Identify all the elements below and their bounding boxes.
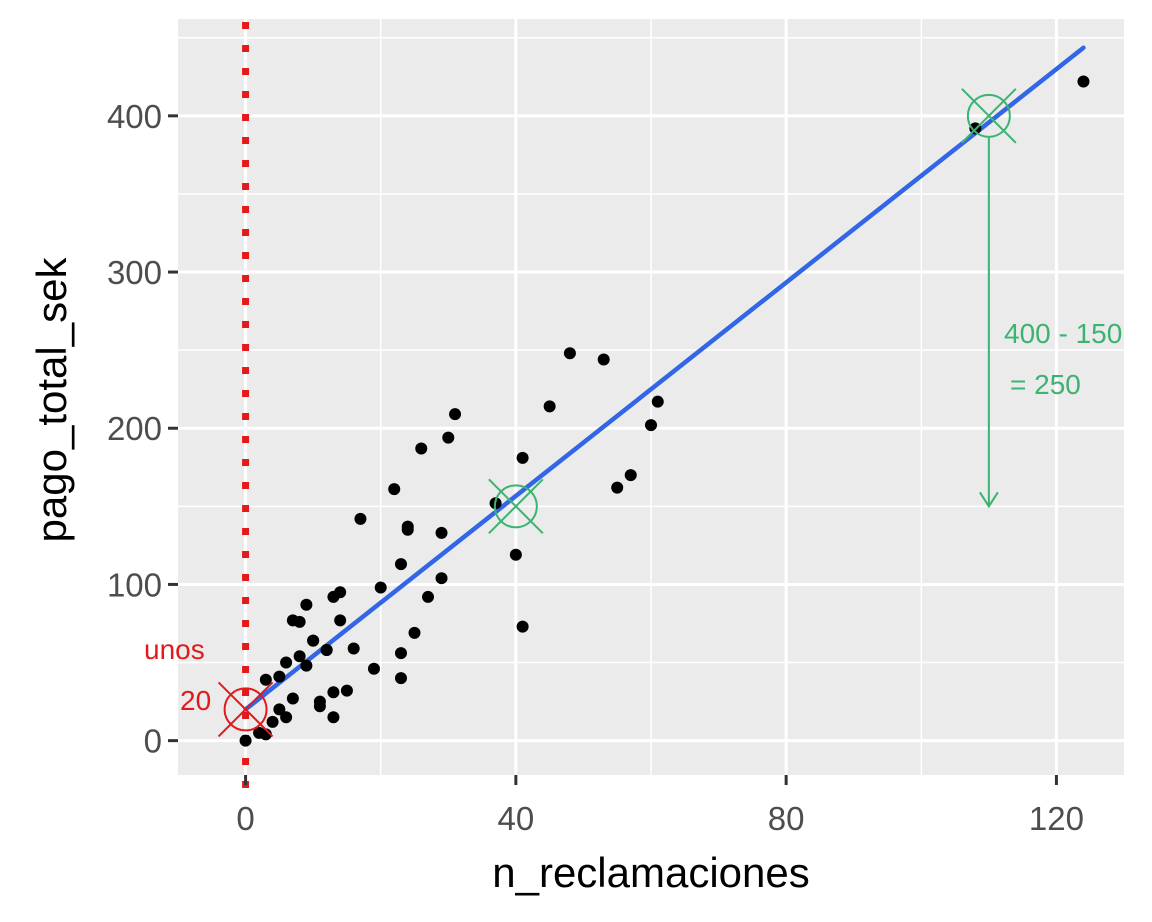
data-point — [273, 670, 286, 683]
marker-circle — [493, 484, 538, 529]
green-annotation-line1: 400 - 150 — [1004, 318, 1122, 349]
data-point — [340, 684, 353, 697]
data-point — [401, 520, 414, 533]
data-point — [442, 431, 455, 444]
data-point — [307, 634, 320, 647]
marker-cross-line — [961, 88, 1017, 144]
y-axis-ticks: 0 100 200 300 400 — [107, 98, 178, 760]
data-point — [597, 353, 610, 366]
y-tick-label: 300 — [107, 254, 162, 291]
data-point — [651, 395, 664, 408]
data-point — [422, 590, 435, 603]
red-annotation-line1: unos — [144, 634, 205, 665]
data-point — [509, 548, 522, 561]
data-point — [354, 512, 367, 525]
x-tick-label: 40 — [497, 800, 534, 837]
regression-line-group — [243, 45, 1086, 712]
data-point — [327, 686, 340, 699]
data-point — [394, 672, 407, 685]
data-point — [435, 572, 448, 585]
marker-circle — [966, 93, 1011, 138]
minor-gridlines — [178, 19, 1124, 775]
data-point — [516, 620, 529, 633]
data-point — [293, 650, 306, 663]
marker-circle — [223, 687, 268, 732]
data-point — [273, 703, 286, 716]
data-point — [516, 451, 529, 464]
data-point — [563, 347, 576, 360]
data-point — [239, 734, 252, 747]
data-point — [280, 656, 293, 669]
y-tick-label: 200 — [107, 410, 162, 447]
x-axis-title: n_reclamaciones — [492, 849, 810, 896]
data-point — [347, 642, 360, 655]
difference-arrow-group — [979, 137, 999, 509]
data-point — [367, 662, 380, 675]
marker-cross-line — [217, 681, 274, 738]
data-point — [334, 586, 347, 599]
x-tick-label: 0 — [236, 800, 254, 837]
data-point — [320, 644, 333, 657]
data-point — [543, 400, 556, 413]
circle-x-marker — [961, 88, 1017, 144]
data-point — [645, 419, 657, 432]
x-axis-ticks: 0 40 80 120 — [236, 775, 1084, 837]
data-point — [300, 659, 313, 672]
data-point — [1077, 75, 1090, 88]
y-tick-label: 400 — [107, 98, 162, 135]
data-point — [374, 581, 387, 594]
data-point — [435, 526, 448, 539]
circle-x-marker — [488, 478, 544, 535]
red-annotation-line2: 20 — [180, 685, 211, 716]
y-axis-title: pago_total_sek — [28, 257, 75, 543]
data-point — [313, 695, 326, 708]
data-point — [611, 481, 624, 494]
data-point — [394, 647, 407, 660]
green-annotation-line2: = 250 — [1010, 369, 1081, 400]
y-tick-label: 0 — [144, 723, 162, 760]
data-point — [408, 626, 421, 639]
data-point — [624, 469, 637, 482]
data-point — [293, 615, 306, 628]
data-point — [388, 483, 401, 496]
data-point — [394, 558, 407, 571]
regression-line — [243, 45, 1086, 712]
y-tick-label: 100 — [107, 566, 162, 603]
data-point — [415, 442, 428, 455]
x-tick-label: 120 — [1029, 800, 1084, 837]
data-point — [449, 408, 462, 421]
data-point — [327, 711, 340, 724]
data-point — [300, 598, 313, 611]
x-tick-label: 80 — [768, 800, 805, 837]
data-points — [239, 75, 1090, 747]
circle-x-marker — [217, 681, 274, 738]
data-point — [259, 673, 272, 686]
annotation-markers — [217, 88, 1017, 738]
data-point — [334, 614, 347, 627]
arrow-head — [979, 491, 999, 509]
data-point — [280, 711, 293, 724]
data-point — [286, 692, 299, 705]
data-point — [266, 715, 279, 728]
marker-cross-line — [488, 478, 544, 535]
